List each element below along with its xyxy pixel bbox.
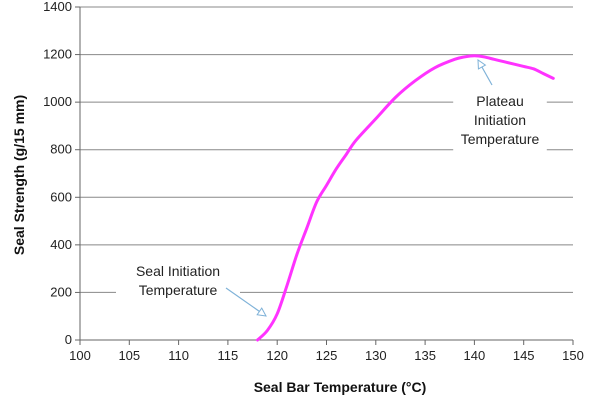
annotation-bg <box>116 261 240 303</box>
annotation-label: Seal Initiation <box>136 263 220 279</box>
y-tick-label: 1200 <box>43 47 72 62</box>
annotation-label: Initiation <box>474 112 526 128</box>
y-tick-label: 1400 <box>43 0 72 14</box>
axes: 0 200 400 600 800 1000 1200 1400 100 105 110 115 120… <box>43 0 584 363</box>
x-tick-label: 120 <box>266 348 288 363</box>
y-tick-label: 400 <box>50 237 72 252</box>
x-tick-label: 140 <box>464 348 486 363</box>
y-tick-label: 600 <box>50 189 72 204</box>
y-tick-label: 800 <box>50 142 72 157</box>
y-tick-label: 1000 <box>43 94 72 109</box>
x-tick-label: 125 <box>316 348 338 363</box>
x-tick-label: 115 <box>218 348 239 363</box>
x-tick-label: 145 <box>513 348 535 363</box>
annotation-arrowhead <box>256 307 267 317</box>
x-tick-label: 110 <box>168 348 189 363</box>
annotation: Plateau Initiation Temperature <box>453 59 547 152</box>
series-layer <box>255 54 555 342</box>
series-line <box>255 54 555 342</box>
annotations: Seal Initiation Temperature Plateau Initiat… <box>116 59 547 317</box>
annotation: Seal Initiation Temperature <box>116 261 267 317</box>
annotation-label: Temperature <box>461 131 540 147</box>
x-tick-label: 135 <box>414 348 436 363</box>
x-tick-label: 100 <box>69 348 91 363</box>
x-axis-title: Seal Bar Temperature (°C) <box>254 379 427 395</box>
annotation-bg <box>453 91 547 152</box>
x-tick-label: 130 <box>365 348 387 363</box>
y-tick-label: 0 <box>65 332 72 347</box>
y-tick-label: 200 <box>50 284 72 299</box>
annotation-label: Plateau <box>476 93 523 109</box>
x-tick-label: 150 <box>562 348 584 363</box>
annotation-label: Temperature <box>139 282 218 298</box>
annotation-arrowhead <box>477 59 487 70</box>
x-tick-label: 105 <box>118 348 140 363</box>
y-axis-title: Seal Strength (g/15 mm) <box>11 95 27 255</box>
gridlines <box>80 6 573 293</box>
